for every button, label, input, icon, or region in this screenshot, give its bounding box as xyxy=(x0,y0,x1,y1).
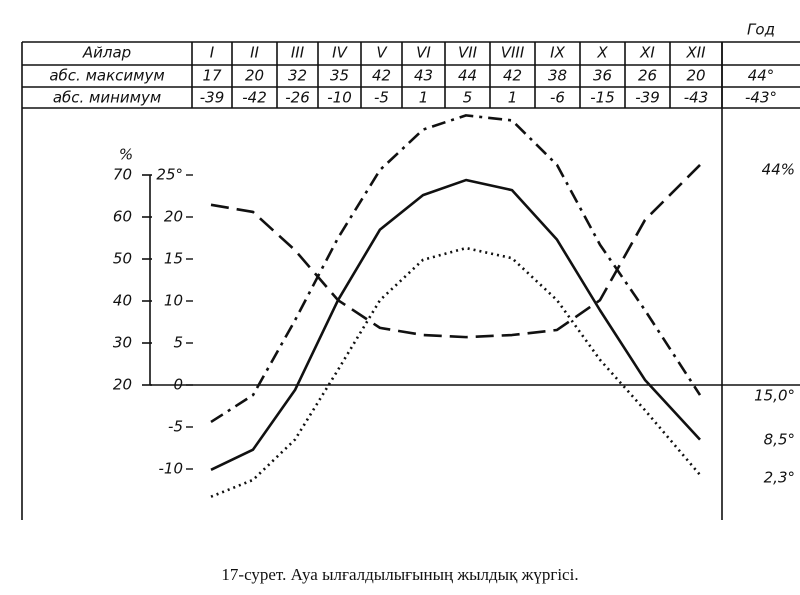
y2-tick-label: 30 xyxy=(113,334,132,352)
table-cell: -10 xyxy=(327,89,352,107)
annotation: 8,5° xyxy=(764,431,795,449)
table-cell: 20 xyxy=(686,67,705,85)
table-cell: 1 xyxy=(419,89,429,107)
table-cell: -39 xyxy=(200,89,225,107)
y2-tick-label: 60 xyxy=(113,208,132,226)
table-header: X xyxy=(596,44,608,62)
series-line xyxy=(210,114,702,424)
table-cell: абс. минимум xyxy=(53,89,161,107)
table-header: XII xyxy=(685,44,706,62)
table-header: VI xyxy=(416,44,431,62)
table-cell: 43 xyxy=(414,67,433,85)
table-cell: 42 xyxy=(503,67,522,85)
table-cell: 44 xyxy=(458,67,477,85)
table-header: IX xyxy=(550,44,565,62)
y-tick-label: 10 xyxy=(164,292,183,310)
y-tick-label: -5 xyxy=(168,418,183,436)
y2-tick-label: 20 xyxy=(113,376,132,394)
table-cell: 26 xyxy=(638,67,657,85)
table-cell: 44° xyxy=(748,67,775,85)
table-cell: 36 xyxy=(593,67,612,85)
table-cell: 20 xyxy=(245,67,264,85)
caption: 17-сурет. Ауа ылғалдылығының жылдық жүрг… xyxy=(221,565,578,584)
table-header: III xyxy=(291,44,305,62)
table-cell: -42 xyxy=(242,89,267,107)
y-tick-label: 20 xyxy=(164,208,183,226)
y-tick-label: 5 xyxy=(173,334,183,352)
table-header: Айлар xyxy=(82,44,131,62)
table-cell: 42 xyxy=(372,67,391,85)
table-header: II xyxy=(250,44,259,62)
table-header: XI xyxy=(639,44,655,62)
y-tick-label: -10 xyxy=(159,460,184,478)
y-tick-label: 0 xyxy=(173,376,183,394)
table-cell: -43° xyxy=(745,89,777,107)
table-cell: -6 xyxy=(550,89,565,107)
table-header: I xyxy=(210,44,215,62)
table-cell: 32 xyxy=(288,67,307,85)
table-cell: -26 xyxy=(285,89,310,107)
y2-tick-label: 70 xyxy=(113,166,132,184)
table-header: V xyxy=(376,44,388,62)
table-cell: -5 xyxy=(374,89,389,107)
table-cell: 35 xyxy=(330,67,349,85)
annotation: 44% xyxy=(762,161,795,179)
table-cell: -39 xyxy=(635,89,660,107)
series-line xyxy=(210,246,701,498)
table-cell: 1 xyxy=(508,89,518,107)
series-line xyxy=(210,164,701,339)
table-cell: 17 xyxy=(202,67,222,85)
table-header: VII xyxy=(458,44,478,62)
table-header: Год xyxy=(747,21,775,39)
y-tick-label: 25° xyxy=(156,166,183,184)
table-cell: абс. максимум xyxy=(49,67,164,85)
table-cell: 38 xyxy=(548,67,567,85)
table-cell: -43 xyxy=(684,89,709,107)
table-cell: -15 xyxy=(590,89,615,107)
y2-tick-label: 40 xyxy=(113,292,132,310)
table-header: VIII xyxy=(501,44,525,62)
y2-axis-label: % xyxy=(119,146,133,164)
series-line xyxy=(210,178,701,472)
y-tick-label: 15 xyxy=(164,250,183,268)
annotation: 15,0° xyxy=(754,387,795,405)
y2-tick-label: 50 xyxy=(113,250,132,268)
annotation: 2,3° xyxy=(764,469,795,487)
table-cell: 5 xyxy=(463,89,473,107)
table-header: IV xyxy=(332,44,348,62)
